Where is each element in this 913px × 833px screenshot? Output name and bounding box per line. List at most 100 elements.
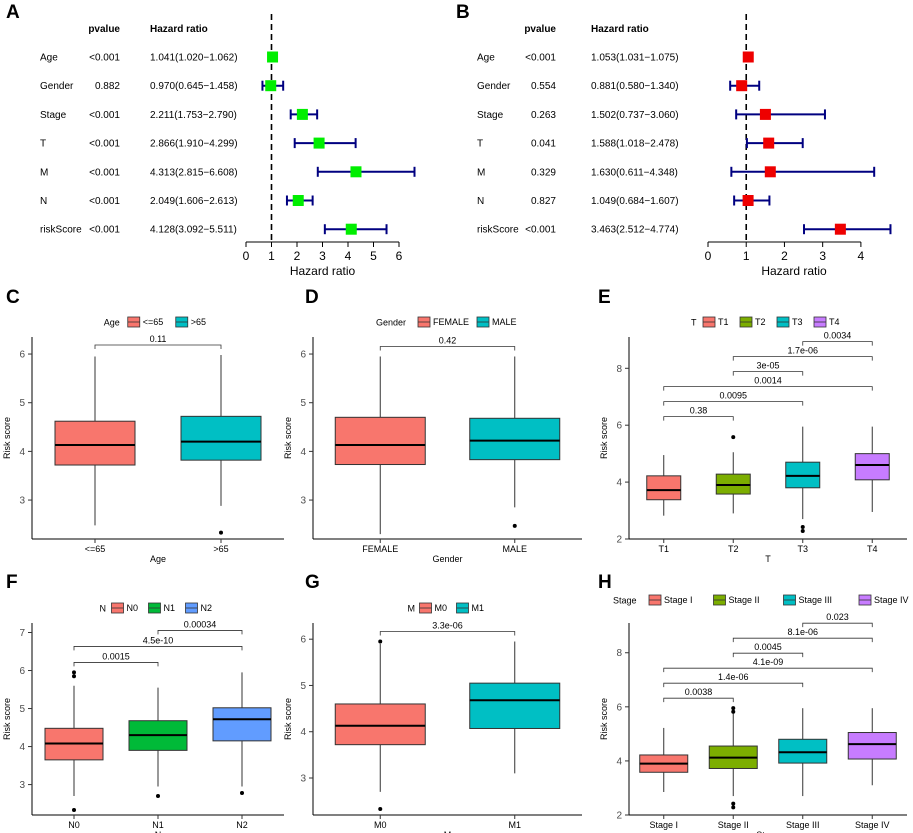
boxplot-h-box-stage-iii [778, 738, 828, 764]
boxplot-e-outlier-t3 [800, 525, 805, 530]
forest-a-row-label-stage: Stage [40, 110, 67, 121]
boxplot-f-legend-label: N2 [201, 603, 213, 613]
forest-b-row-hr-riskscore: 3.463(2.512−4.774) [591, 225, 679, 236]
panel-label-d: D [305, 287, 319, 308]
boxplot-c-x-tick-label--65: >65 [213, 544, 228, 554]
boxplot-h-y-tick-label: 2 [616, 811, 622, 822]
forest-a-marker-m [350, 166, 362, 178]
forest-b-row-pvalue-age: <0.001 [525, 53, 556, 64]
boxplot-h-comparison-bracket [663, 667, 873, 673]
forest-b-x-axis-title: Hazard ratio [761, 264, 827, 278]
forest-b-row-label-age: Age [477, 53, 495, 64]
forest-a-row-pvalue-t: <0.001 [89, 139, 120, 150]
boxplot-g-comparison-bracket [379, 631, 516, 636]
forest-a-row-pvalue-riskscore: <0.001 [89, 225, 120, 236]
boxplot-e-comparison-bracket [663, 401, 804, 406]
panel-label-h: H [598, 572, 612, 593]
boxplot-h-legend: Stage Stage I Stage II Stage III Stage IV [613, 594, 909, 606]
boxplot-d-legend-label: FEMALE [433, 317, 469, 327]
boxplot-c-y-tick-label: 5 [19, 398, 25, 409]
boxplot-f-comparison-pvalue: 4.5e-10 [143, 635, 174, 645]
boxplot-e-legend-label: T1 [718, 317, 729, 327]
panel-label-a: A [6, 2, 20, 23]
boxplot-h-legend-label: Stage IV [874, 595, 909, 605]
boxplot-e-comparison-pvalue: 1.7e-06 [787, 346, 818, 356]
forest-a-marker-riskscore [345, 223, 357, 235]
boxplot-h-comparison-pvalue: 4.1e-09 [753, 657, 784, 667]
boxplot-f-comparison-pvalue: 0.00034 [184, 619, 217, 629]
boxplot-e-outlier-t3 [800, 529, 805, 534]
boxplot-c-legend: Age <=65 >65 [104, 316, 206, 328]
forest-a-row-pvalue-age: <0.001 [89, 53, 120, 64]
boxplot-e-y-tick-label: 8 [616, 364, 622, 375]
forest-a-row-label-t: T [40, 139, 46, 150]
forest-a-x-tick-label: 1 [268, 249, 275, 263]
boxplot-h-y-tick-label: 4 [616, 756, 622, 767]
forest-a-row-hr-stage: 2.211(1.753−2.790) [150, 110, 237, 121]
boxplot-h-comparison-bracket [663, 682, 804, 688]
forest-b-row-label-stage: Stage [477, 110, 504, 121]
boxplot-g-x-axis-title: M [444, 830, 452, 833]
panel-label-f: F [6, 572, 18, 593]
boxplot-d-x-tick-label-male: MALE [502, 544, 527, 554]
boxplot-e-legend-label: T2 [755, 317, 766, 327]
forest-b-row-label-gender: Gender [477, 81, 511, 92]
boxplot-e-legend-label: T4 [829, 317, 840, 327]
boxplot-e-y-tick-label: 6 [616, 421, 622, 432]
forest-a-row-pvalue-n: <0.001 [89, 196, 120, 207]
forest-b-row-pvalue-riskscore: <0.001 [525, 225, 556, 236]
forest-a-row-label-riskscore: riskScore [40, 225, 82, 236]
boxplot-h-x-tick-label-stage-ii: Stage II [718, 820, 749, 830]
forest-a-header-pvalue: pvalue [88, 24, 120, 35]
forest-a-row-hr-riskscore: 4.128(3.092−5.511) [150, 225, 237, 236]
boxplot-h-outlier-stage-ii [731, 709, 736, 714]
forest-a-row-pvalue-stage: <0.001 [89, 110, 120, 121]
boxplot-e-box-t4 [854, 453, 890, 481]
boxplot-h-comparison-pvalue: 8.1e-06 [787, 627, 818, 637]
boxplot-g-y-axis-title: Risk score [283, 698, 293, 740]
boxplot-f-y-tick-label: 6 [19, 666, 25, 677]
forest-b-row-hr-m: 1.630(0.611−4.348) [591, 167, 678, 178]
forest-b-x-tick-label: 1 [743, 249, 750, 263]
forest-a-row-hr-gender: 0.970(0.645−1.458) [150, 81, 238, 92]
boxplot-h-comparison-bracket [663, 697, 734, 703]
boxplot-c-y-tick-label: 4 [19, 447, 25, 458]
boxplot-h-x-tick-label-stage-iv: Stage IV [855, 820, 890, 830]
boxplot-c-legend-label: >65 [191, 317, 206, 327]
boxplot-e-comparison-pvalue: 0.0095 [719, 391, 747, 401]
boxplot-c-box--65 [54, 420, 136, 466]
forest-a-row-hr-t: 2.866(1.910−4.299) [150, 139, 238, 150]
forest-b-row-label-t: T [477, 139, 483, 150]
boxplot-g-legend-label: M1 [472, 603, 485, 613]
forest-a-x-axis-title: Hazard ratio [290, 264, 356, 278]
boxplot-e-comparison-bracket [802, 341, 873, 346]
boxplot-d-y-tick-label: 6 [300, 350, 306, 361]
boxplot-g-y-tick-label: 3 [300, 773, 306, 784]
panel-label-g: G [305, 572, 320, 593]
forest-a-marker-n [292, 195, 304, 206]
forest-b-x-tick-label: 2 [781, 249, 788, 263]
boxplot-h-x-tick-label-stage-iii: Stage III [786, 820, 820, 830]
boxplot-f-comparison-bracket [157, 630, 243, 635]
boxplot-e-comparison-pvalue: 0.0014 [754, 376, 782, 386]
forest-a-row-hr-m: 4.313(2.815−6.608) [150, 167, 238, 178]
panel-label-e: E [598, 287, 611, 308]
boxplot-d-box-female [334, 416, 426, 466]
boxplot-e-legend-title: T [691, 318, 697, 328]
boxplot-h-comparison-bracket [732, 637, 873, 643]
forest-b-x-tick-label: 0 [705, 249, 712, 263]
boxplot-g-y-tick-label: 4 [300, 727, 306, 738]
boxplot-f-outlier-n2 [240, 790, 244, 795]
boxplot-d-legend-title: Gender [376, 318, 406, 328]
forest-b-x-tick-label: 4 [858, 249, 865, 263]
boxplot-f-y-axis-title: Risk score [2, 698, 12, 740]
boxplot-h-outlier-stage-ii [731, 801, 736, 806]
forest-b-header-pvalue: pvalue [524, 24, 556, 35]
forest-b-row-hr-age: 1.053(1.031−1.075) [591, 53, 679, 64]
boxplot-f-x-tick-label-n0: N0 [68, 820, 80, 830]
boxplot-g-box-m0 [334, 703, 426, 746]
boxplot-c-y-tick-label: 3 [19, 496, 25, 507]
boxplot-g-legend-title: M [408, 604, 416, 614]
boxplot-d-comparison-bracket [379, 346, 516, 351]
boxplot-h-outlier-stage-ii [731, 805, 736, 810]
